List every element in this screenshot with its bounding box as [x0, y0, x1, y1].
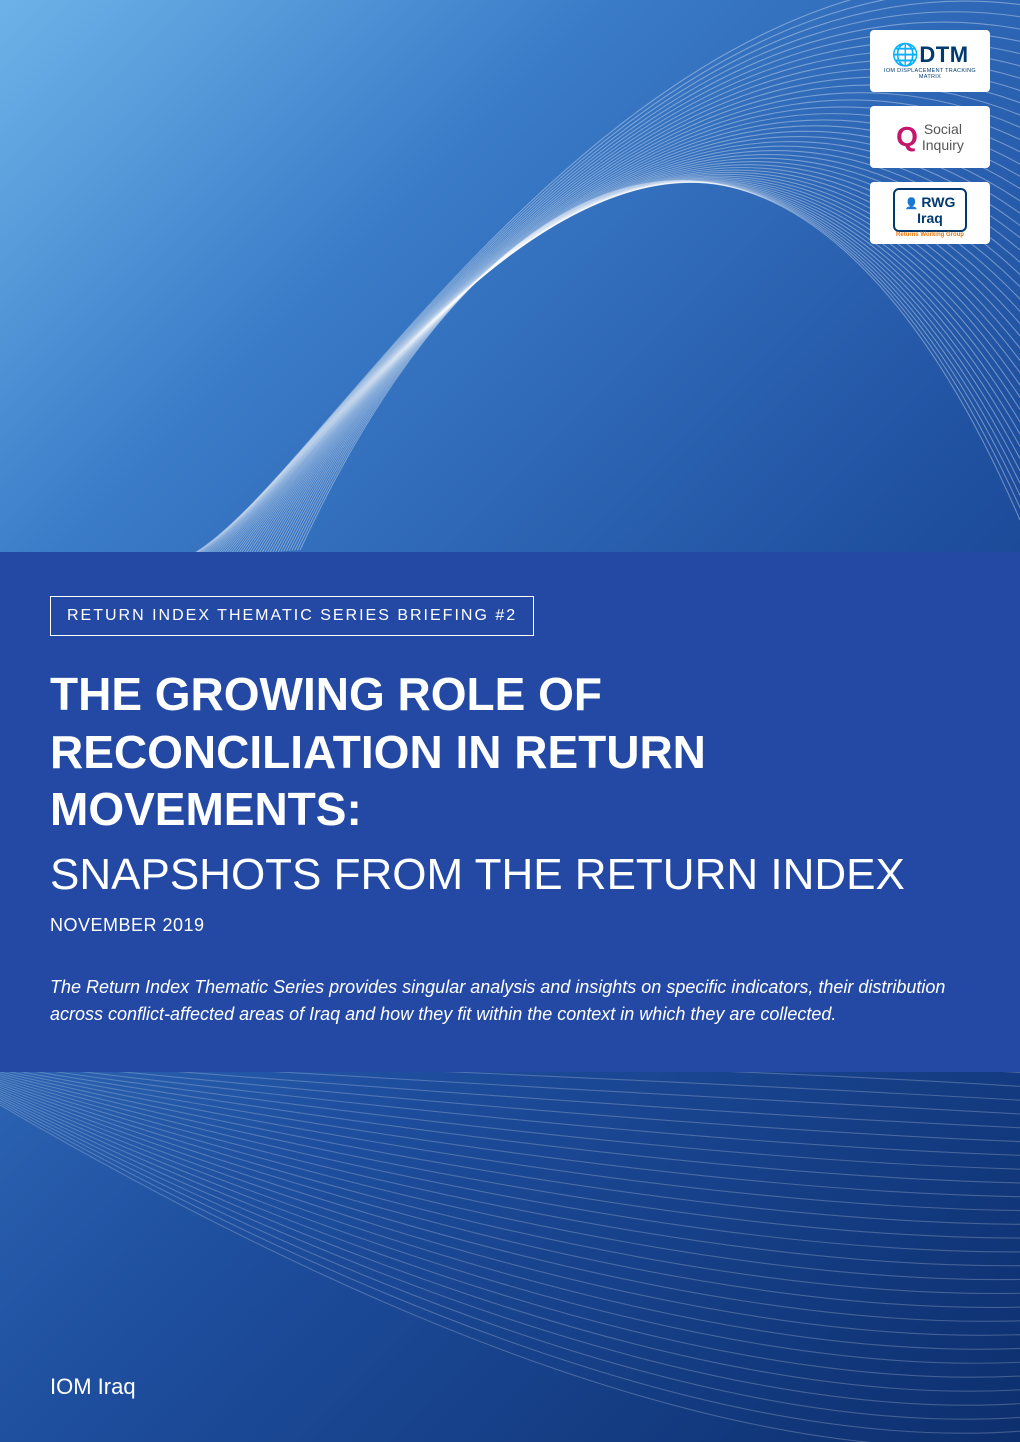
- series-label-box: RETURN INDEX THEMATIC SERIES BRIEFING #2: [50, 596, 534, 636]
- footer-org: IOM Iraq: [50, 1374, 136, 1400]
- series-label: RETURN INDEX THEMATIC SERIES BRIEFING #2: [67, 607, 517, 624]
- main-title: THE GROWING ROLE OF RECONCILIATION IN RE…: [50, 666, 970, 839]
- logo-rwg-line2: Iraq: [917, 210, 943, 226]
- cover-page: 🌐DTM IOM DISPLACEMENT TRACKING MATRIX Q …: [0, 0, 1020, 1442]
- logo-dtm-text: DTM: [919, 42, 968, 67]
- description-text: The Return Index Thematic Series provide…: [50, 974, 970, 1028]
- content-band: RETURN INDEX THEMATIC SERIES BRIEFING #2…: [0, 552, 1020, 1072]
- logo-social-inquiry: Q Social Inquiry: [870, 106, 990, 168]
- logo-rwg: 👤 RWGIraq Returns Working Group: [870, 182, 990, 244]
- logo-rwg-sub: Returns Working Group: [893, 232, 968, 238]
- logo-dtm-subtext: IOM DISPLACEMENT TRACKING MATRIX: [874, 68, 986, 80]
- logo-rwg-line1: RWG: [921, 194, 955, 210]
- logo-si-line2: Inquiry: [922, 137, 964, 153]
- logo-si-line1: Social: [924, 121, 962, 137]
- logo-stack: 🌐DTM IOM DISPLACEMENT TRACKING MATRIX Q …: [870, 30, 990, 244]
- subtitle: SNAPSHOTS FROM THE RETURN INDEX: [50, 849, 970, 902]
- publication-date: NOVEMBER 2019: [50, 915, 970, 936]
- logo-dtm: 🌐DTM IOM DISPLACEMENT TRACKING MATRIX: [870, 30, 990, 92]
